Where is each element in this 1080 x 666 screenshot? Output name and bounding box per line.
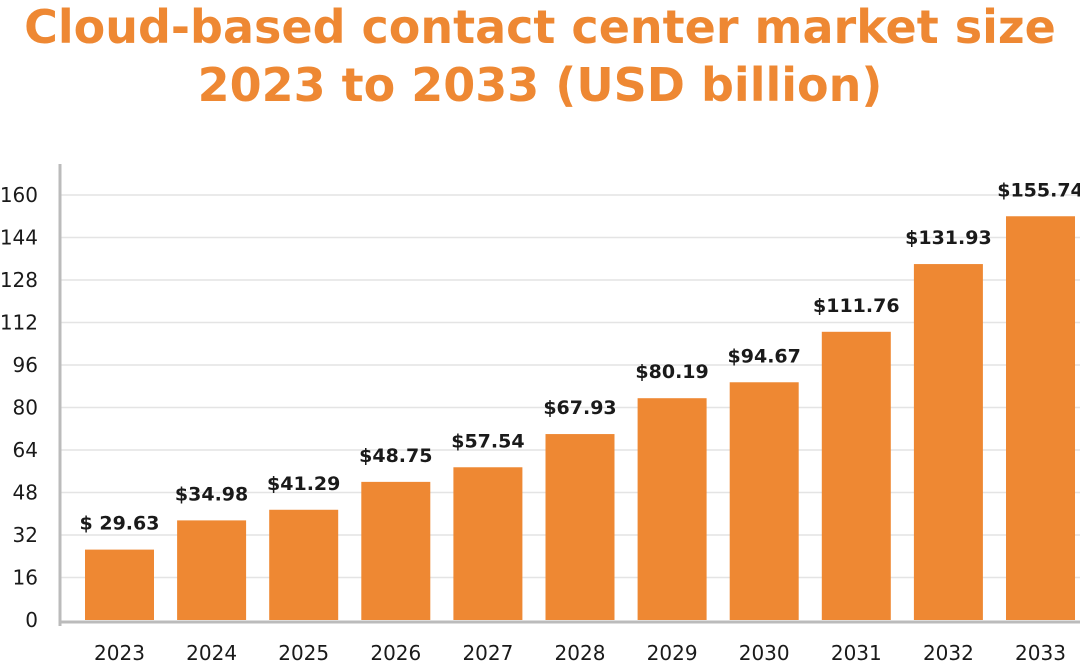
y-tick-label: 64 xyxy=(13,438,38,462)
data-label-2031: $111.76 xyxy=(813,295,900,317)
chart-title-line-2: 2023 to 2033 (USD billion) xyxy=(197,58,883,112)
bar-2026 xyxy=(361,481,431,620)
x-tick-label-2026: 2026 xyxy=(370,641,421,665)
bar-2025 xyxy=(269,509,339,620)
bar-2033 xyxy=(1006,216,1075,620)
chart-title-line-1: Cloud-based contact center market size xyxy=(24,0,1056,54)
x-tick-label-2023: 2023 xyxy=(94,641,145,665)
bar-2029 xyxy=(637,398,707,620)
x-tick-label-2024: 2024 xyxy=(186,641,237,665)
data-label-2027: $57.54 xyxy=(451,430,524,452)
bar-2032 xyxy=(913,264,983,620)
x-tick-label-2032: 2032 xyxy=(923,641,974,665)
data-label-2029: $80.19 xyxy=(635,361,708,383)
data-label-2023: $ 29.63 xyxy=(80,513,160,535)
x-tick-label-2033: 2033 xyxy=(1015,641,1066,665)
y-tick-label: 160 xyxy=(0,183,38,207)
bar-2024 xyxy=(177,520,247,620)
x-tick-label-2030: 2030 xyxy=(739,641,790,665)
y-tick-label: 0 xyxy=(25,608,38,632)
bar-2027 xyxy=(453,467,523,620)
y-tick-label: 48 xyxy=(13,481,38,505)
y-tick-label: 144 xyxy=(0,226,38,250)
data-label-2024: $34.98 xyxy=(175,483,248,505)
y-tick-label: 128 xyxy=(0,268,38,292)
data-label-2030: $94.67 xyxy=(728,345,801,367)
y-tick-label: 112 xyxy=(0,311,38,335)
y-tick-label: 80 xyxy=(13,396,38,420)
data-label-2025: $41.29 xyxy=(267,473,340,495)
bar-2023 xyxy=(85,549,154,620)
bar-2028 xyxy=(545,434,615,620)
data-label-2026: $48.75 xyxy=(359,445,432,467)
data-label-2032: $131.93 xyxy=(905,227,992,249)
data-label-2028: $67.93 xyxy=(543,397,616,419)
data-label-2033: $155.74 xyxy=(997,179,1080,201)
y-tick-label: 96 xyxy=(13,353,38,377)
bar-2031 xyxy=(821,331,891,620)
x-tick-label-2031: 2031 xyxy=(831,641,882,665)
y-tick-label: 32 xyxy=(13,523,38,547)
x-tick-label-2028: 2028 xyxy=(555,641,606,665)
y-tick-label: 16 xyxy=(13,566,38,590)
x-tick-label-2027: 2027 xyxy=(462,641,513,665)
x-tick-label-2029: 2029 xyxy=(647,641,698,665)
x-tick-label-2025: 2025 xyxy=(278,641,329,665)
bar-2030 xyxy=(729,382,799,620)
